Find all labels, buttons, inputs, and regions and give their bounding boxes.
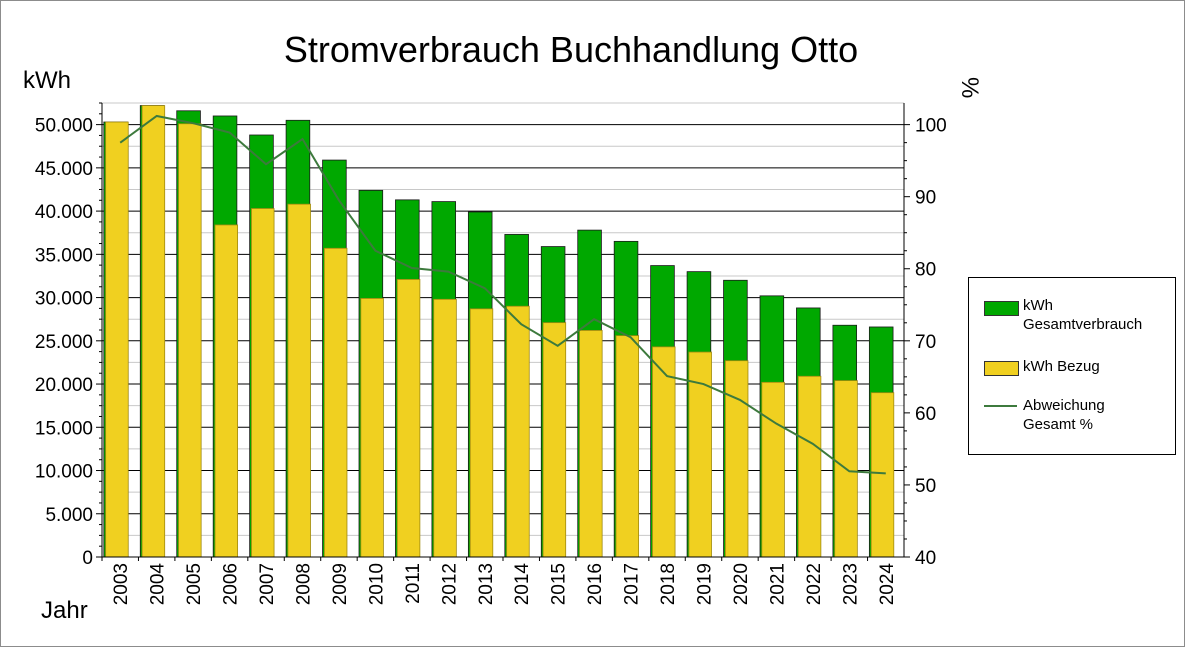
y-tick-label: 35.000 [35, 245, 93, 266]
legend: kWh Gesamtverbrauch kWh Bezug Abweichung… [968, 277, 1176, 455]
legend-swatch-bezug [984, 361, 1019, 376]
bar-bezug-2020 [725, 361, 748, 557]
x-tick-label-2009: 2009 [330, 563, 351, 605]
legend-line-abweichung [984, 405, 1017, 407]
y-tick-label: 20.000 [35, 375, 93, 396]
bar-bezug-2018 [652, 347, 675, 557]
legend-label-gesamt: kWh Gesamtverbrauch [1023, 296, 1183, 334]
x-tick-label-2023: 2023 [840, 563, 861, 605]
y2-tick-label: 40 [915, 548, 936, 569]
bar-bezug-2009 [324, 248, 347, 557]
x-tick-label-2010: 2010 [366, 563, 387, 605]
bar-bezug-2021 [762, 382, 785, 557]
x-tick-label-2021: 2021 [767, 563, 788, 605]
y2-tick-label: 100 [915, 116, 947, 137]
bar-bezug-2016 [580, 330, 603, 557]
y-tick-label: 50.000 [35, 116, 93, 137]
bar-bezug-2022 [798, 376, 821, 557]
y-tick-label: 40.000 [35, 202, 93, 223]
y2-tick-label: 70 [915, 332, 936, 353]
x-tick-label-2003: 2003 [111, 563, 132, 605]
y2-tick-label: 90 [915, 188, 936, 209]
bar-bezug-2017 [616, 336, 639, 557]
x-tick-label-2006: 2006 [221, 563, 242, 605]
x-tick-label-2007: 2007 [257, 563, 278, 605]
bar-bezug-2007 [251, 209, 274, 557]
x-tick-label-2020: 2020 [731, 563, 752, 605]
bar-bezug-2011 [397, 279, 420, 557]
x-tick-label-2014: 2014 [512, 563, 533, 606]
x-tick-label-2004: 2004 [148, 563, 169, 606]
x-tick-label-2022: 2022 [804, 563, 825, 605]
x-tick-label-2015: 2015 [549, 563, 570, 605]
y-tick-label: 15.000 [35, 418, 93, 439]
y2-tick-label: 80 [915, 260, 936, 281]
bar-bezug-2024 [871, 393, 894, 557]
x-tick-label-2011: 2011 [403, 563, 424, 604]
bar-bezug-2004 [142, 106, 165, 557]
x-tick-label-2017: 2017 [622, 563, 643, 605]
y-tick-label: 25.000 [35, 332, 93, 353]
legend-label-bezug: kWh Bezug [1023, 357, 1183, 376]
x-tick-label-2016: 2016 [585, 563, 606, 605]
x-tick-label-2019: 2019 [695, 563, 716, 605]
x-tick-label-2018: 2018 [658, 563, 679, 605]
legend-label-abweichung: Abweichung Gesamt % [1023, 396, 1183, 434]
y-tick-label: 45.000 [35, 159, 93, 180]
y2-tick-label: 60 [915, 404, 936, 425]
x-tick-label-2013: 2013 [476, 563, 497, 605]
y2-tick-label: 50 [915, 476, 936, 497]
bar-bezug-2012 [434, 299, 457, 557]
bar-bezug-2008 [288, 204, 311, 557]
y-tick-label: 0 [82, 548, 93, 569]
bar-bezug-2006 [215, 225, 238, 557]
x-tick-label-2012: 2012 [439, 563, 460, 605]
x-tick-label-2008: 2008 [294, 563, 315, 605]
bar-bezug-2014 [507, 306, 530, 557]
bar-bezug-2015 [543, 323, 566, 557]
x-tick-label-2024: 2024 [877, 563, 898, 606]
bar-bezug-2003 [106, 122, 129, 557]
y-tick-label: 30.000 [35, 289, 93, 310]
x-tick-label-2005: 2005 [184, 563, 205, 605]
legend-swatch-gesamt [984, 301, 1019, 316]
y-tick-label: 5.000 [45, 505, 93, 526]
y-tick-label: 10.000 [35, 462, 93, 483]
bar-bezug-2013 [470, 309, 493, 557]
bar-bezug-2005 [179, 124, 202, 557]
bar-bezug-2010 [361, 298, 384, 557]
